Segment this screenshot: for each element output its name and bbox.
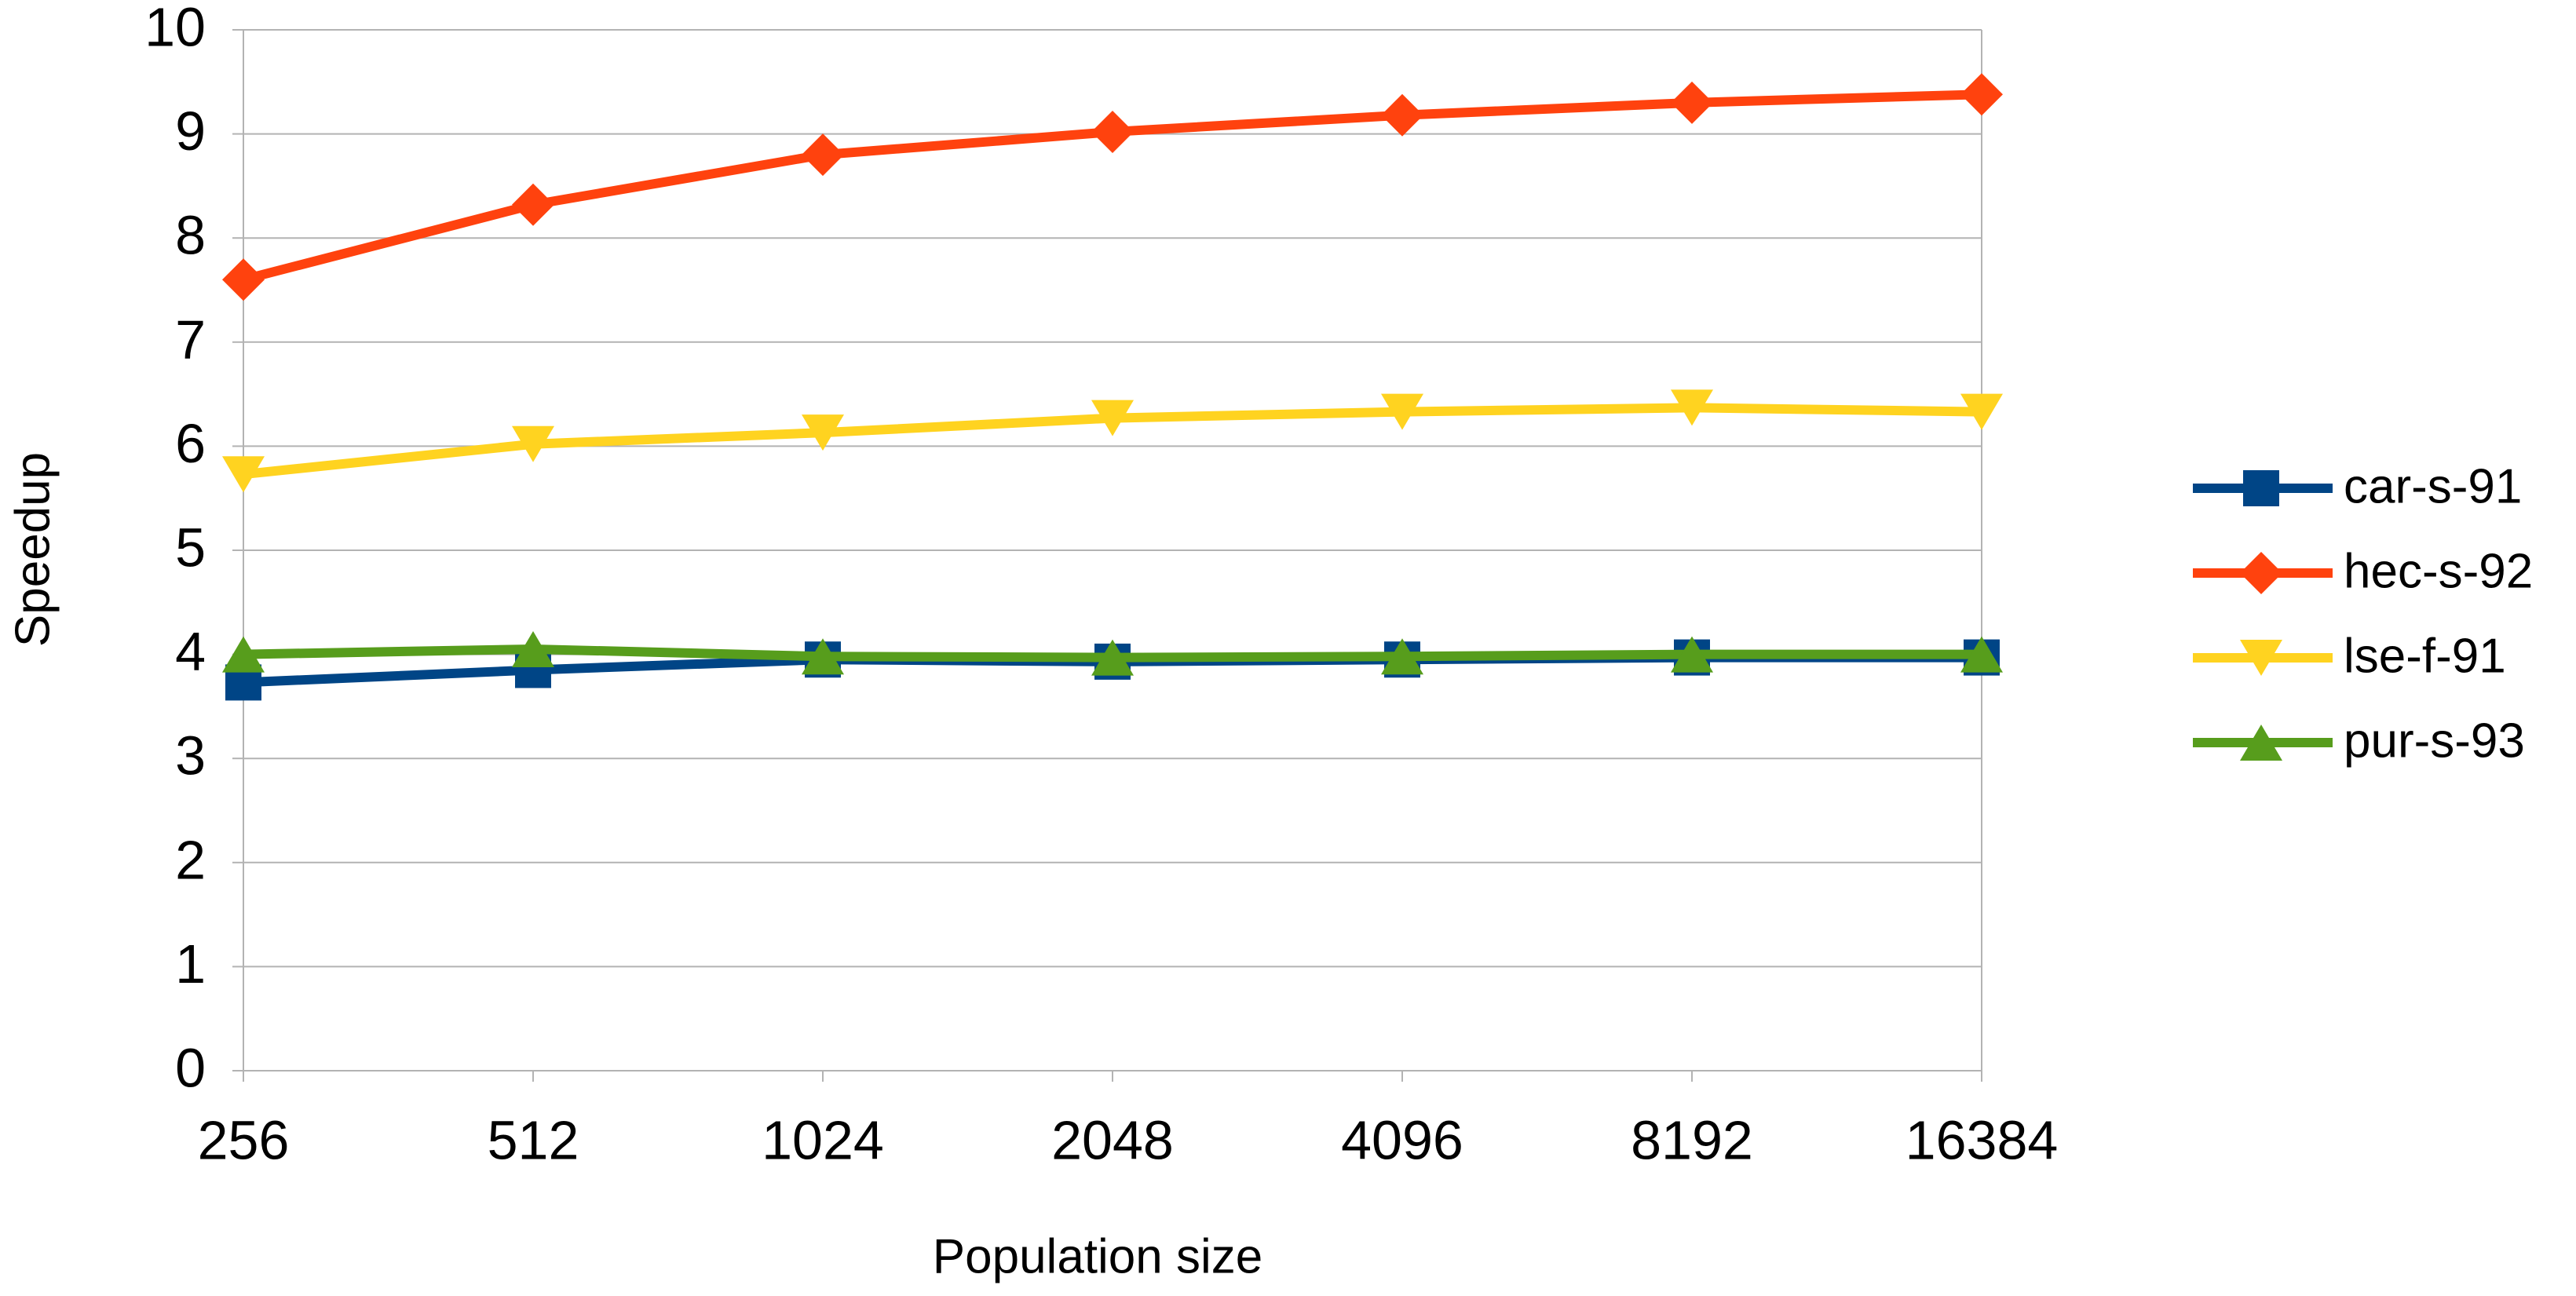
x-tick-label: 256 bbox=[198, 1109, 290, 1170]
y-tick-label: 8 bbox=[175, 205, 206, 266]
data-point bbox=[1960, 393, 2003, 430]
legend-label: lse-f-91 bbox=[2344, 629, 2506, 683]
y-tick-label: 9 bbox=[175, 100, 206, 162]
legend-marker bbox=[2240, 552, 2282, 594]
data-point bbox=[1960, 636, 2003, 673]
data-point bbox=[1091, 639, 1134, 676]
data-point bbox=[1381, 638, 1423, 675]
data-point bbox=[512, 183, 554, 226]
data-point bbox=[802, 414, 844, 451]
y-axis-title: Speedup bbox=[5, 452, 60, 647]
data-point bbox=[1671, 81, 1713, 124]
legend-label: hec-s-92 bbox=[2344, 544, 2533, 598]
x-tick-label: 4096 bbox=[1341, 1109, 1463, 1170]
data-point bbox=[1671, 389, 1713, 426]
data-point bbox=[1960, 73, 2003, 116]
data-point bbox=[222, 258, 265, 301]
data-point bbox=[1091, 400, 1134, 436]
data-point bbox=[1091, 110, 1134, 153]
data-point bbox=[1381, 393, 1423, 430]
x-axis-title: Population size bbox=[933, 1229, 1263, 1283]
x-tick-label: 1024 bbox=[762, 1109, 884, 1170]
legend-marker bbox=[2240, 640, 2282, 676]
y-tick-label: 10 bbox=[144, 0, 206, 57]
legend-marker bbox=[2243, 470, 2279, 506]
y-tick-label: 4 bbox=[175, 621, 206, 682]
y-tick-label: 6 bbox=[175, 413, 206, 474]
y-tick-label: 5 bbox=[175, 517, 206, 578]
data-point bbox=[222, 456, 265, 493]
legend-label: car-s-91 bbox=[2344, 459, 2522, 513]
y-tick-label: 1 bbox=[175, 933, 206, 995]
data-point bbox=[512, 425, 554, 462]
data-point bbox=[1381, 93, 1423, 137]
x-tick-label: 8192 bbox=[1631, 1109, 1753, 1170]
y-tick-label: 7 bbox=[175, 308, 206, 370]
y-tick-label: 0 bbox=[175, 1037, 206, 1098]
data-point bbox=[802, 133, 844, 177]
data-point bbox=[1671, 636, 1713, 673]
legend-label: pur-s-93 bbox=[2344, 714, 2525, 768]
data-point bbox=[512, 630, 554, 667]
y-tick-label: 2 bbox=[175, 829, 206, 890]
x-tick-label: 512 bbox=[488, 1109, 579, 1170]
x-tick-label: 2048 bbox=[1051, 1109, 1174, 1170]
y-tick-label: 3 bbox=[175, 725, 206, 787]
data-point bbox=[802, 638, 844, 675]
legend-marker bbox=[2240, 725, 2282, 761]
x-tick-label: 16384 bbox=[1906, 1109, 2059, 1170]
data-point bbox=[222, 636, 265, 673]
